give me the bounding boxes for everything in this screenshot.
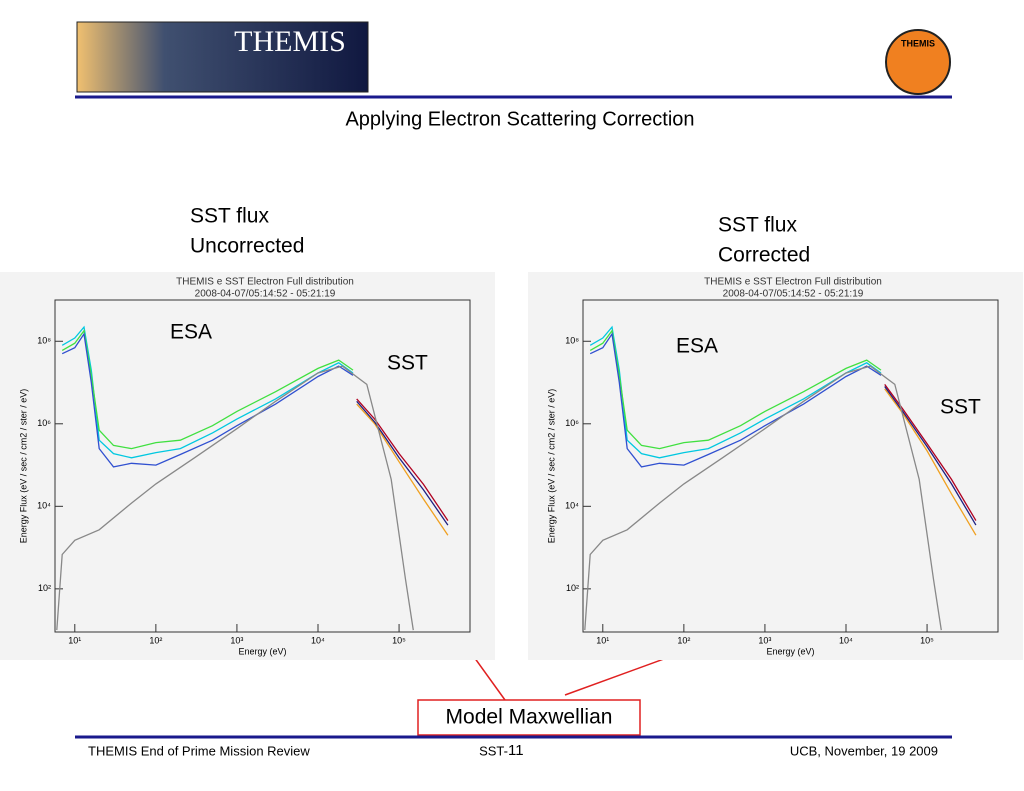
data-line	[589, 325, 882, 459]
footer-right: UCB, November, 19 2009	[790, 743, 938, 758]
data-line	[56, 365, 414, 631]
callout-text: Model Maxwellian	[446, 706, 613, 729]
footer-page: 11	[508, 742, 524, 759]
y-tick-label: 10²	[566, 583, 579, 593]
callout-box	[417, 699, 641, 736]
data-line	[61, 329, 354, 450]
sst-label: SST	[940, 396, 981, 419]
panel-caption: Corrected	[718, 244, 810, 267]
chart-title: THEMIS e SST Electron Full distribution	[176, 277, 354, 288]
footer-left: THEMIS End of Prime Mission Review	[88, 743, 310, 758]
plot-frame	[582, 299, 999, 633]
x-tick-label: 10¹	[596, 635, 609, 645]
x-tick-label: 10⁵	[920, 635, 934, 645]
data-line	[61, 325, 354, 459]
chart-title: THEMIS e SST Electron Full distribution	[704, 277, 882, 288]
chart-panel: THEMIS e SST Electron Full distribution2…	[528, 272, 1023, 660]
y-tick-label: 10⁶	[37, 418, 51, 428]
sst-label: SST	[387, 352, 428, 375]
data-line	[884, 386, 977, 526]
data-line	[356, 403, 449, 536]
data-line	[589, 329, 882, 450]
chart-subtitle: 2008-04-07/05:14:52 - 05:21:19	[723, 289, 864, 300]
x-tick-label: 10⁴	[311, 635, 325, 645]
x-tick-label: 10²	[149, 635, 162, 645]
x-tick-label: 10³	[230, 635, 243, 645]
y-axis-label: Energy Flux (eV / sec / cm2 / ster / eV)	[546, 389, 556, 544]
y-tick-label: 10⁶	[565, 418, 579, 428]
esa-label: ESA	[170, 321, 212, 344]
x-tick-label: 10¹	[68, 635, 81, 645]
y-tick-label: 10²	[38, 583, 51, 593]
y-tick-label: 10⁴	[565, 501, 579, 511]
panel-caption: SST flux	[190, 205, 269, 228]
chart-panel: THEMIS e SST Electron Full distribution2…	[0, 272, 495, 660]
x-axis-label: Energy (eV)	[238, 646, 286, 656]
logo-text: THEMIS	[234, 25, 346, 58]
x-axis-label: Energy (eV)	[766, 646, 814, 656]
x-tick-label: 10³	[758, 635, 771, 645]
data-line	[356, 400, 449, 526]
y-tick-label: 10⁸	[37, 336, 51, 346]
x-tick-label: 10⁴	[839, 635, 853, 645]
esa-label: ESA	[676, 335, 718, 358]
chart-background	[528, 272, 1023, 660]
logo-banner	[76, 21, 369, 93]
slide-title: Applying Electron Scattering Correction	[345, 108, 694, 130]
plot-frame	[54, 299, 471, 633]
chart-background	[0, 272, 495, 660]
panel-caption: SST flux	[718, 214, 797, 237]
y-tick-label: 10⁸	[565, 336, 579, 346]
footer-center: SST-	[479, 743, 508, 758]
data-line	[356, 398, 449, 521]
patch-text: THEMIS	[901, 38, 935, 48]
y-axis-label: Energy Flux (eV / sec / cm2 / ster / eV)	[18, 389, 28, 544]
data-line	[589, 332, 882, 468]
mission-patch	[885, 29, 951, 95]
chart-subtitle: 2008-04-07/05:14:52 - 05:21:19	[195, 289, 336, 300]
data-line	[61, 332, 354, 468]
x-tick-label: 10⁵	[392, 635, 406, 645]
x-tick-label: 10²	[677, 635, 690, 645]
panel-caption: Uncorrected	[190, 235, 304, 258]
data-line	[884, 384, 977, 521]
y-tick-label: 10⁴	[37, 501, 51, 511]
data-line	[584, 365, 942, 631]
panels: SST flux Uncorrected THEMIS e SST Electron…	[0, 205, 1023, 660]
data-line	[884, 388, 977, 536]
